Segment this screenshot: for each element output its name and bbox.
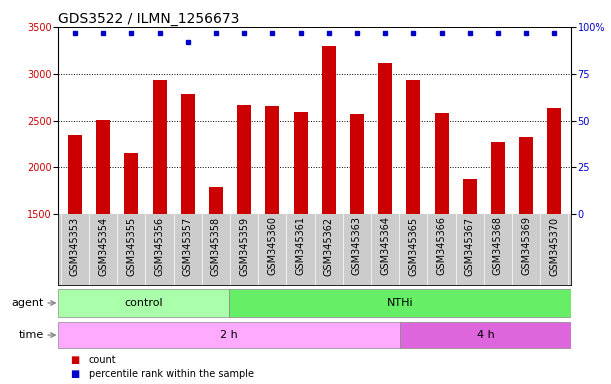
Bar [237, 105, 251, 214]
Text: GSM345356: GSM345356 [155, 217, 164, 276]
Text: ■: ■ [70, 369, 79, 379]
Bar [68, 135, 82, 214]
Bar [229, 289, 571, 317]
Bar [293, 112, 307, 214]
Bar [378, 63, 392, 214]
Text: GDS3522 / ILMN_1256673: GDS3522 / ILMN_1256673 [58, 12, 240, 26]
Text: GSM345364: GSM345364 [380, 217, 390, 275]
Bar [406, 80, 420, 214]
Text: GSM345367: GSM345367 [465, 217, 475, 276]
Bar [58, 322, 400, 348]
Text: GSM345355: GSM345355 [126, 217, 136, 276]
Text: GSM345360: GSM345360 [268, 217, 277, 275]
Text: 4 h: 4 h [477, 330, 495, 340]
Text: percentile rank within the sample: percentile rank within the sample [89, 369, 254, 379]
Bar [463, 179, 477, 214]
Text: GSM345357: GSM345357 [183, 217, 192, 276]
Text: GSM345354: GSM345354 [98, 217, 108, 276]
Bar [519, 137, 533, 214]
Text: agent: agent [12, 298, 44, 308]
Text: GSM345358: GSM345358 [211, 217, 221, 276]
Text: GSM345361: GSM345361 [296, 217, 306, 275]
Bar [58, 289, 229, 317]
Text: 2 h: 2 h [220, 330, 238, 340]
Text: time: time [18, 330, 44, 340]
Bar [265, 106, 279, 214]
Text: NTHi: NTHi [387, 298, 414, 308]
Bar [96, 120, 110, 214]
Text: GSM345362: GSM345362 [324, 217, 334, 276]
Bar [350, 114, 364, 214]
Text: GSM345365: GSM345365 [408, 217, 419, 276]
Bar [400, 322, 571, 348]
Bar [322, 46, 336, 214]
Text: GSM345359: GSM345359 [239, 217, 249, 276]
Bar [153, 80, 167, 214]
Text: ■: ■ [70, 355, 79, 365]
Bar [434, 113, 448, 214]
Text: count: count [89, 355, 116, 365]
Bar [547, 108, 562, 214]
Text: GSM345369: GSM345369 [521, 217, 531, 275]
Text: GSM345370: GSM345370 [549, 217, 559, 276]
Bar [181, 94, 195, 214]
Bar [124, 153, 139, 214]
Bar [209, 187, 223, 214]
Text: GSM345363: GSM345363 [352, 217, 362, 275]
Text: GSM345366: GSM345366 [437, 217, 447, 275]
Bar [491, 142, 505, 214]
Text: GSM345353: GSM345353 [70, 217, 80, 276]
Text: control: control [124, 298, 163, 308]
Text: GSM345368: GSM345368 [493, 217, 503, 275]
